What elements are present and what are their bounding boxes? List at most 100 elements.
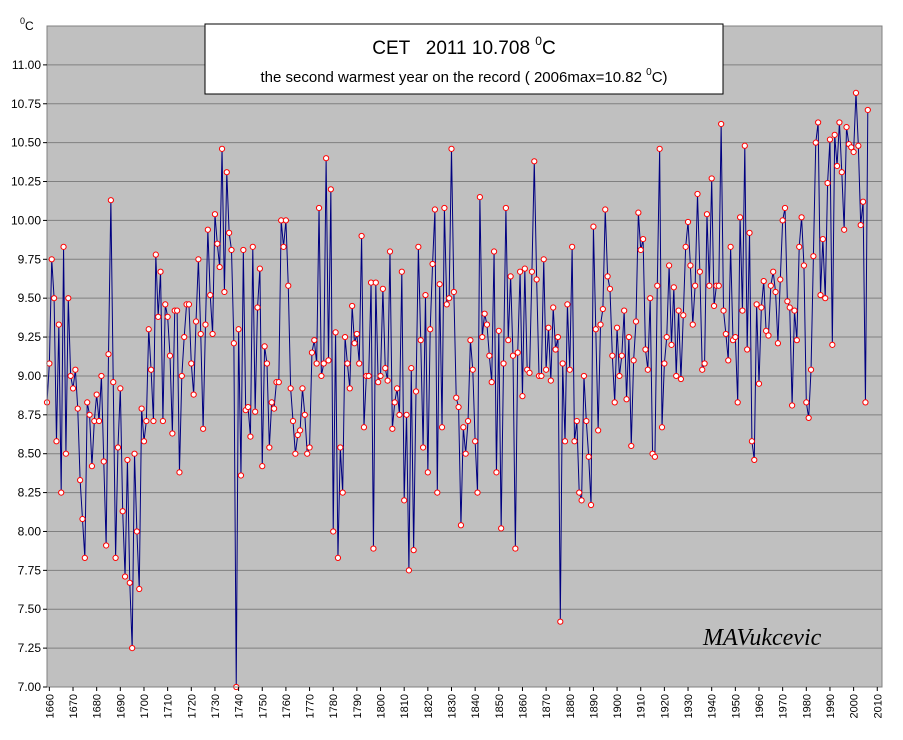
data-point-1889 [587,501,595,509]
data-point-1972 [784,298,791,305]
data-point-1968 [774,340,782,347]
data-point-1826 [438,424,446,431]
data-point-1919 [658,424,666,431]
data-point-1805 [389,425,396,432]
data-point-2003 [857,221,864,229]
x-tick-label-27: 1930 [683,694,695,718]
data-point-1767 [299,385,306,392]
x-tick-label-24: 1900 [612,694,624,718]
data-point-1782 [334,554,342,562]
data-point-1948 [727,243,734,250]
x-tick-label-6: 1720 [186,694,198,718]
data-point-1981 [805,414,812,422]
data-point-1761 [285,282,292,289]
data-point-1956 [746,229,753,236]
data-point-1886 [580,372,588,380]
data-point-1992 [831,131,838,138]
data-point-1725 [200,425,207,432]
data-point-1836 [462,450,469,457]
data-point-1975 [791,307,798,314]
data-point-1843 [479,333,486,341]
data-point-1733 [218,145,226,152]
data-point-1834 [457,522,465,529]
x-tick-label-7: 1730 [210,694,222,718]
data-point-1727 [204,226,211,233]
x-tick-label-19: 1850 [494,694,506,718]
data-point-1946 [722,330,729,338]
x-tick-label-28: 1940 [707,694,719,718]
data-point-1960 [755,380,763,387]
x-tick-label-22: 1880 [565,694,577,718]
data-point-1877 [559,360,566,367]
data-point-1661 [48,256,55,263]
data-point-1954 [741,142,748,149]
data-point-1707 [157,268,164,275]
data-point-1955 [744,346,751,353]
data-point-2004 [859,198,867,205]
data-point-1748 [254,304,261,311]
data-point-1828 [443,301,450,308]
data-point-1832 [453,394,460,401]
data-point-2006 [864,106,871,114]
data-point-1790 [353,330,360,338]
data-point-1987 [819,235,826,243]
series-cet [43,89,871,691]
data-point-1952 [736,214,744,221]
data-point-1772 [311,337,318,344]
data-point-1691 [119,508,126,515]
data-point-1985 [815,119,822,126]
data-point-1881 [569,243,576,250]
data-point-1674 [79,515,86,523]
y-tick-label-13: 10.25 [11,175,41,189]
data-point-1903 [621,307,628,314]
data-point-1729 [209,330,216,338]
data-point-1693 [124,456,131,464]
data-point-1844 [481,310,488,317]
x-tick-label-11: 1770 [305,694,317,718]
y-tick-label-7: 8.75 [18,408,42,422]
data-point-1812 [405,567,413,574]
data-point-1978 [798,214,805,221]
data-point-1904 [623,396,630,403]
data-point-1820 [424,469,431,476]
y-tick-label-15: 10.75 [11,97,41,111]
data-point-1677 [86,411,93,418]
data-point-1869 [540,256,547,263]
data-point-1842 [476,193,483,201]
data-point-1858 [514,349,521,356]
data-point-1737 [228,246,235,254]
data-point-1665 [58,489,65,496]
data-point-1873 [550,304,557,311]
data-point-2000 [850,148,857,156]
data-point-1917 [654,282,661,289]
data-point-1786 [344,360,351,367]
data-point-1793 [360,424,368,431]
data-point-1894 [599,305,606,313]
data-point-1695 [129,645,136,652]
data-point-1792 [358,232,365,240]
plot-area [47,26,882,687]
y-tick-label-2: 7.50 [18,602,42,616]
y-tick-label-4: 8.00 [18,524,42,538]
data-point-1908 [632,318,640,325]
data-point-1781 [332,329,339,336]
data-point-1973 [786,304,793,311]
data-point-1723 [195,256,202,263]
data-point-1855 [507,273,514,280]
data-point-1703 [147,366,155,373]
data-point-1941 [710,302,718,310]
data-point-1783 [337,444,344,451]
data-point-1879 [564,301,571,308]
data-point-1928 [680,312,687,319]
data-point-1923 [668,341,675,348]
data-point-1882 [571,438,578,445]
data-point-1853 [502,204,509,212]
data-point-1726 [202,321,209,328]
data-point-1893 [597,321,604,328]
data-point-1774 [315,204,323,212]
data-point-1932 [689,321,696,328]
data-point-1841 [474,489,481,496]
data-point-1708 [159,417,167,425]
data-point-1829 [446,295,453,302]
